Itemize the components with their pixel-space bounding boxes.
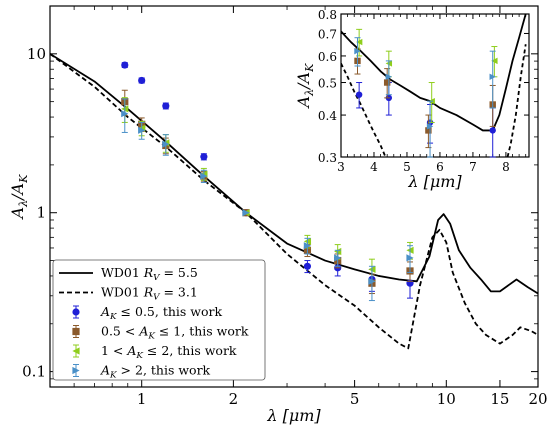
data-point <box>355 91 363 98</box>
x-tick-label: 2 <box>229 390 239 408</box>
legend-entry: 1 < AK ≤ 2, this work <box>72 343 237 361</box>
data-point <box>121 61 129 69</box>
data-point <box>425 127 432 134</box>
legend: WD01 RV = 5.5 WD01 RV = 3.1AK ≤ 0.5, this… <box>52 259 266 381</box>
data-point <box>491 57 498 65</box>
inset-plot: 3 4 5 6 7 8 0.3 0.4 0.5 0.6 0.7 0.8 λ [μm] Aλ/AK <box>294 8 530 191</box>
legend-label: 0.5 < AK ≤ 1, this work <box>101 324 249 342</box>
data-point <box>355 38 363 46</box>
x-tick-label: 4 <box>370 160 378 174</box>
data-point <box>303 242 312 250</box>
legend-entry: WD01 RV = 5.5 <box>59 265 198 283</box>
y-axis-title-text: Aλ/AK <box>8 174 30 221</box>
x-tick-label: 3 <box>337 160 345 174</box>
legend-marker <box>72 366 80 375</box>
legend-box <box>52 259 266 381</box>
data-point <box>489 127 496 134</box>
data-point <box>121 110 129 118</box>
x-tick-label: 7 <box>469 160 477 174</box>
data-point <box>138 76 146 85</box>
y-tick-label: 0.3 <box>318 151 337 165</box>
y-tick-label: 0.5 <box>318 77 337 91</box>
data-point <box>334 254 342 262</box>
y-tick-label: 0.7 <box>318 27 337 41</box>
y-axis-title-text: Aλ/AK <box>294 63 316 110</box>
y-tick-label: 0.6 <box>318 50 337 64</box>
legend-label: WD01 RV = 5.5 <box>101 265 198 283</box>
data-point <box>200 172 208 180</box>
inset-data <box>341 14 527 157</box>
inset-axes-frame <box>340 13 530 158</box>
legend-marker <box>72 327 80 336</box>
x-axis-title: λ [μm] <box>407 172 462 191</box>
y-axis-title: Aλ/AK <box>8 174 30 221</box>
legend-entry: AK > 2, this work <box>72 363 211 381</box>
x-tick-label: 8 <box>502 160 510 174</box>
y-axis-title: Aλ/AK <box>294 63 316 110</box>
legend-label: AK > 2, this work <box>100 363 211 381</box>
x-axis-title: λ [μm] <box>266 406 321 425</box>
data-point <box>242 209 250 217</box>
main-data <box>50 53 538 350</box>
data-point <box>138 126 146 134</box>
legend-marker <box>72 308 80 316</box>
x-tick-label: 10 <box>437 390 456 408</box>
legend-entry: 0.5 < AK ≤ 1, this work <box>72 324 249 342</box>
inset-points <box>354 28 498 158</box>
data-point <box>200 153 208 161</box>
legend-entry: WD01 RV = 3.1 <box>59 285 198 303</box>
x-tick-label: 6 <box>436 160 444 174</box>
data-point <box>406 254 414 262</box>
data-point <box>354 47 361 55</box>
wd01-rv31-curve <box>506 44 527 157</box>
x-tick-label: 1 <box>137 390 147 408</box>
wd01-rv31-curve <box>50 53 538 350</box>
data-point <box>383 79 391 86</box>
main-ticks: 1 2 5 10 15 20 0.1 1 10 <box>22 6 548 408</box>
y-tick-label: 10 <box>27 45 46 63</box>
data-point <box>385 73 393 81</box>
legend-label: 1 < AK ≤ 2, this work <box>101 343 237 361</box>
x-tick-label: 20 <box>528 390 547 408</box>
wd01-rv55-curve <box>50 53 538 295</box>
x-tick-label: 5 <box>350 390 360 408</box>
data-point <box>489 73 496 81</box>
legend-entry: AK ≤ 0.5, this work <box>72 304 222 322</box>
x-tick-label: 15 <box>490 390 509 408</box>
wd01-rv31-curve <box>341 63 387 157</box>
data-point <box>162 102 170 110</box>
y-tick-label: 1 <box>36 204 46 222</box>
legend-label: WD01 RV = 3.1 <box>101 285 198 303</box>
x-tick-label: 5 <box>403 160 411 174</box>
data-point <box>303 262 312 270</box>
legend-label: AK ≤ 0.5, this work <box>100 304 222 322</box>
y-tick-label: 0.4 <box>318 109 337 123</box>
inset-ticks: 3 4 5 6 7 8 0.3 0.4 0.5 0.6 0.7 0.8 <box>318 8 529 174</box>
data-point <box>162 140 170 148</box>
data-point <box>368 277 376 285</box>
legend-marker <box>72 347 80 355</box>
wd01-rv55-curve <box>341 14 527 132</box>
y-tick-label: 0.8 <box>318 8 337 22</box>
data-point <box>426 123 434 130</box>
main-points <box>121 61 414 302</box>
y-tick-label: 0.1 <box>22 363 46 381</box>
